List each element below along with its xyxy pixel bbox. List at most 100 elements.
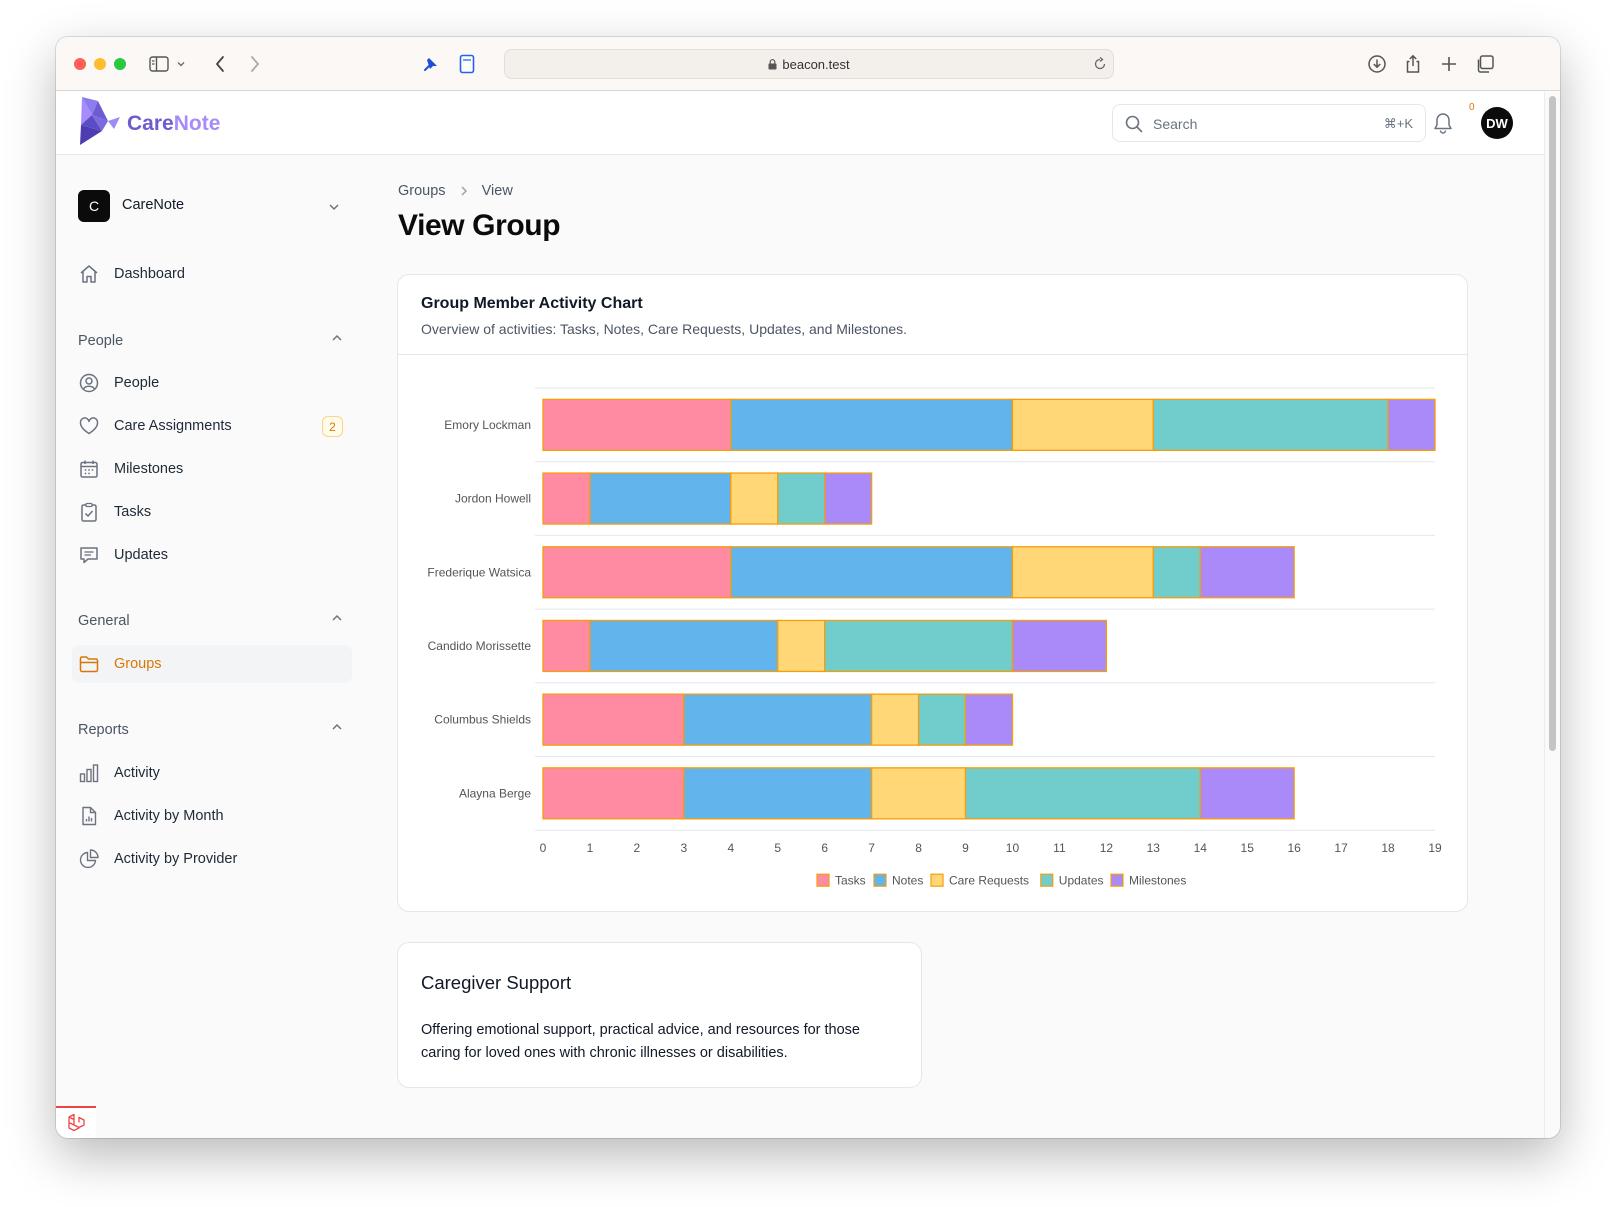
bar-segment	[1011, 398, 1154, 451]
bar-segment	[683, 767, 873, 820]
bar-segment	[542, 767, 685, 820]
x-tick-label: 1	[587, 841, 594, 855]
team-avatar[interactable]: C	[78, 190, 110, 222]
x-tick-label: 10	[1006, 841, 1020, 855]
avatar[interactable]: DW	[1481, 107, 1513, 139]
bar-segment	[870, 693, 920, 746]
bar-segment	[777, 472, 826, 525]
document-chart-icon	[82, 806, 97, 826]
breadcrumb: Groups View	[398, 183, 513, 199]
bar-segment	[917, 693, 967, 746]
x-tick-label: 9	[962, 841, 969, 855]
breadcrumb-groups-link[interactable]: Groups	[398, 183, 446, 200]
address-bar[interactable]: beacon.test	[504, 49, 1114, 79]
bar-segment	[1199, 546, 1295, 599]
close-window-button[interactable]	[74, 58, 86, 70]
notes-icon[interactable]	[454, 51, 480, 77]
x-tick-label: 7	[868, 841, 875, 855]
tabs-icon[interactable]	[1472, 51, 1498, 77]
lock-icon	[768, 59, 777, 70]
share-icon[interactable]	[1400, 51, 1426, 77]
category-label: Columbus Shields	[434, 713, 531, 727]
search-input[interactable]: Search ⌘+K	[1112, 104, 1426, 142]
bar-segment	[730, 472, 779, 525]
x-tick-label: 11	[1053, 841, 1066, 855]
team-name[interactable]: CareNote	[122, 197, 185, 213]
carenote-logo-icon[interactable]	[78, 95, 120, 147]
chart-card-subtitle: Overview of activities: Tasks, Notes, Ca…	[421, 321, 908, 337]
sidebar-item-label: Activity by Month	[114, 808, 224, 824]
sidebar-item-tasks[interactable]: Tasks	[72, 493, 352, 531]
sidebar-item-dashboard[interactable]: Dashboard	[72, 255, 352, 293]
x-tick-label: 13	[1147, 841, 1161, 855]
x-tick-label: 0	[540, 841, 547, 855]
debug-toolbar-button[interactable]	[56, 1106, 96, 1138]
bar-segment	[1152, 546, 1201, 599]
laravel-icon	[68, 1113, 85, 1132]
chart-card-title: Group Member Activity Chart	[421, 295, 643, 312]
x-tick-label: 3	[680, 841, 687, 855]
chart-grid	[535, 387, 1435, 831]
sidebar-item-label: Care Assignments	[114, 418, 232, 434]
sidebar-item-activity-by-provider[interactable]: Activity by Provider	[72, 840, 352, 878]
bar-segment	[589, 472, 732, 525]
forward-icon[interactable]	[242, 51, 268, 77]
x-tick-label: 5	[774, 841, 781, 855]
bar-segment	[589, 619, 779, 673]
legend-swatch	[930, 873, 944, 887]
scrollbar[interactable]	[1544, 92, 1560, 1138]
bar-segment	[1011, 546, 1154, 599]
sidebar-item-groups[interactable]: Groups	[72, 645, 352, 683]
activity-chart-card: Group Member Activity Chart Overview of …	[397, 274, 1468, 912]
sidebar-item-activity-by-month[interactable]: Activity by Month	[72, 797, 352, 835]
group-description: Offering emotional support, practical ad…	[421, 1022, 860, 1061]
bar-segment	[1387, 398, 1436, 451]
sidebar-group-reports[interactable]: Reports	[78, 721, 343, 741]
sidebar-item-updates[interactable]: Updates	[72, 536, 352, 574]
clipboard-check-icon	[81, 502, 97, 522]
url-text: beacon.test	[782, 57, 850, 72]
bar-segment	[1152, 398, 1389, 451]
legend-label: Care Requests	[949, 874, 1029, 888]
sidebar-group-people[interactable]: People	[78, 332, 343, 352]
bar-segment	[542, 693, 685, 746]
brand-name-note: Note	[173, 112, 221, 135]
sidebar-item-activity[interactable]: Activity	[72, 754, 352, 792]
app-header: CareNote Search ⌘+K 0 DW	[56, 92, 1544, 155]
pin-icon[interactable]	[418, 51, 444, 77]
brand-name[interactable]: CareNote	[127, 112, 220, 136]
scrollbar-thumb[interactable]	[1549, 96, 1556, 751]
sidebar-item-label: Activity by Provider	[114, 851, 238, 867]
sidebar-icon[interactable]	[146, 51, 172, 77]
sidebar-item-label: Dashboard	[114, 266, 185, 282]
user-circle-icon	[79, 373, 99, 393]
sidebar-group-general[interactable]: General	[78, 612, 343, 632]
card-divider	[398, 354, 1467, 355]
sidebar-item-label: Groups	[114, 656, 162, 672]
chevron-down-icon[interactable]	[328, 203, 340, 211]
zoom-window-button[interactable]	[114, 58, 126, 70]
legend-label: Tasks	[835, 874, 866, 888]
sidebar-item-people[interactable]: People	[72, 364, 352, 402]
legend-label: Updates	[1059, 874, 1104, 888]
search-icon	[1125, 115, 1143, 133]
bell-icon[interactable]	[1433, 112, 1453, 134]
category-label: Jordon Howell	[455, 492, 531, 506]
sidebar-item-care-assignments[interactable]: Care Assignments 2	[72, 407, 352, 445]
sidebar-item-milestones[interactable]: Milestones	[72, 450, 352, 488]
bar-segment	[1011, 619, 1108, 673]
download-icon[interactable]	[1364, 51, 1390, 77]
chevron-right-icon	[461, 186, 467, 196]
chat-icon	[80, 547, 98, 564]
back-icon[interactable]	[207, 51, 233, 77]
plus-icon[interactable]	[1436, 51, 1462, 77]
chevron-up-icon	[332, 723, 342, 730]
category-label: Emory Lockman	[444, 418, 531, 432]
minimize-window-button[interactable]	[94, 58, 106, 70]
bar-segment	[824, 619, 1014, 673]
bar-chart-icon	[79, 764, 99, 783]
chevron-down-icon[interactable]	[174, 51, 188, 77]
bar-segment	[542, 619, 591, 673]
home-icon	[80, 265, 98, 283]
reload-icon[interactable]	[1093, 57, 1107, 71]
